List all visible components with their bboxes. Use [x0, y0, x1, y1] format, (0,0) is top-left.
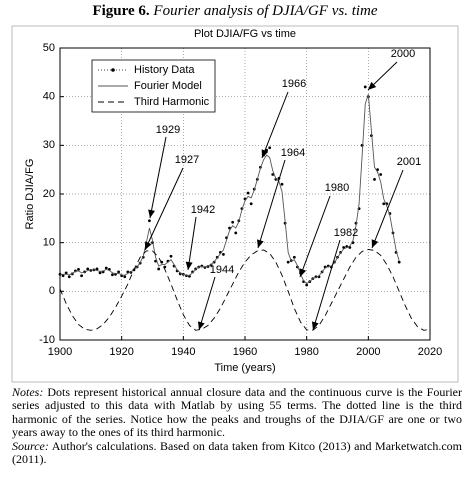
arrow-head — [257, 239, 264, 248]
annotation-label: 1944 — [210, 264, 234, 276]
data-point — [222, 252, 225, 256]
source-label: Source: — [12, 438, 49, 453]
arrow-head — [148, 209, 155, 218]
source-paragraph: Source: Author's calculations. Based on … — [12, 438, 462, 467]
data-point — [249, 202, 253, 206]
data-point — [292, 255, 296, 259]
arrow-head — [368, 81, 377, 90]
data-point — [397, 260, 401, 264]
annotation-label: 1980 — [325, 182, 349, 194]
annotation-arrow — [149, 136, 167, 219]
y-tick-label: 0 — [49, 285, 55, 297]
arrow-head — [197, 321, 205, 330]
annotation-label: 1927 — [175, 154, 199, 166]
notes-label: Notes: — [12, 385, 44, 399]
figure-title: Figure 6. Fourier analysis of DJIA/GF vs… — [0, 3, 470, 20]
annotation-label: 1942 — [191, 204, 215, 216]
y-tick-label: 30 — [43, 139, 55, 151]
legend-marker — [111, 68, 115, 72]
data-point — [64, 271, 68, 275]
annotation-arrow — [198, 276, 216, 331]
legend: History Data Fourier Model Third Harmonic — [91, 59, 216, 113]
annotation-arrow — [299, 195, 331, 278]
legend-label: Third Harmonic — [134, 96, 210, 108]
data-point — [363, 85, 367, 89]
data-point — [67, 275, 71, 279]
x-axis-label: Time (years) — [214, 362, 275, 374]
data-point — [61, 274, 65, 278]
annotation-label: 2001 — [397, 156, 421, 168]
chart-title: Plot DJIA/FG vs time — [194, 28, 296, 40]
data-point — [231, 220, 235, 224]
annotation-arrow — [312, 239, 341, 331]
y-tick-label: 10 — [43, 237, 55, 249]
data-point — [77, 268, 80, 271]
annotation-label: 1929 — [156, 124, 180, 136]
data-point — [169, 254, 173, 258]
data-point — [382, 202, 386, 206]
data-point — [123, 275, 127, 279]
source-text: Author's calculations. Based on data tak… — [12, 438, 462, 467]
data-point — [86, 267, 90, 271]
arrow-head — [311, 321, 319, 330]
x-tick-label: 1900 — [48, 346, 72, 358]
data-point — [271, 173, 275, 176]
x-tick-label: 2000 — [356, 346, 380, 358]
annotation-arrow — [261, 91, 289, 159]
arrow-head — [371, 239, 379, 248]
x-tick-label: 2020 — [418, 346, 442, 358]
x-tick-label: 1940 — [171, 346, 195, 358]
y-tick-label: 40 — [43, 91, 55, 103]
y-axis-label: Ratio DJIA/FG — [24, 159, 36, 230]
notes-paragraph: Notes: Dots represent historical annual … — [12, 385, 463, 440]
y-tick-label: 20 — [43, 188, 55, 200]
notes: Notes: Dots represent historical annual … — [12, 385, 463, 467]
data-point — [98, 271, 102, 275]
series-line — [59, 249, 431, 331]
data-point — [379, 173, 383, 176]
notes-text: Dots represent historical annual closure… — [12, 385, 463, 440]
annotation-arrow — [144, 167, 184, 251]
figure-caption: Fourier analysis of DJIA/GF vs. time — [153, 3, 378, 19]
x-tick-label: 1920 — [109, 346, 133, 358]
data-point — [246, 191, 250, 195]
data-point — [373, 178, 376, 181]
annotation-arrow — [257, 159, 286, 249]
data-point — [286, 260, 290, 264]
data-point — [95, 267, 99, 271]
annotation-label: 1966 — [282, 78, 306, 90]
data-point — [305, 283, 309, 287]
data-point — [280, 182, 284, 186]
arrow-head — [261, 149, 269, 158]
legend-label: Fourier Model — [134, 80, 202, 92]
y-tick-label: -10 — [39, 334, 55, 346]
x-tick-label: 1960 — [233, 346, 257, 358]
annotation-arrow — [187, 216, 197, 271]
axes-box — [59, 47, 431, 341]
x-tick-label: 1980 — [294, 346, 318, 358]
annotation-label: 2000 — [391, 48, 415, 60]
chart: Plot DJIA/FG vs time Time (years) Ratio … — [11, 25, 459, 383]
arrow-head — [299, 268, 307, 277]
series-line — [59, 94, 400, 285]
data-point — [117, 270, 120, 274]
data-point — [80, 274, 83, 278]
data-point — [234, 231, 238, 235]
annotation-label: 1982 — [334, 227, 358, 239]
data-point — [111, 273, 114, 277]
figure-label: Figure 6. — [92, 3, 150, 19]
annotation-label: 1964 — [281, 147, 305, 159]
arrow-head — [145, 241, 152, 250]
data-point — [157, 267, 161, 271]
arrow-head — [185, 261, 193, 270]
data-point — [268, 146, 272, 150]
annotation-arrow — [371, 169, 404, 249]
data-point — [104, 266, 108, 270]
y-tick-label: 50 — [43, 42, 55, 54]
data-point — [148, 219, 151, 223]
legend-label: History Data — [134, 64, 195, 76]
